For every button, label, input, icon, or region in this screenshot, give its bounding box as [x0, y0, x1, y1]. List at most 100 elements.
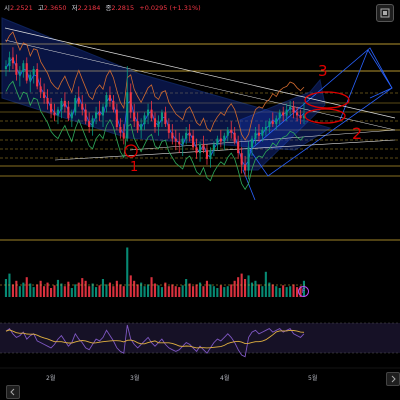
volume-bar: [160, 287, 163, 297]
x-tick-label: 3월: [130, 375, 140, 382]
volume-bar: [140, 282, 143, 297]
open-key: 시: [4, 4, 10, 12]
candle-body: [119, 127, 122, 133]
candle-body: [205, 150, 208, 159]
candle-body: [105, 95, 108, 107]
candle-body: [126, 92, 129, 139]
band-upper-line: [5, 31, 305, 141]
volume-bar: [84, 280, 87, 297]
volume-bar: [91, 283, 94, 297]
candle-body: [46, 98, 49, 104]
volume-bar: [46, 282, 49, 297]
volume-bar: [157, 285, 160, 297]
volume-bar: [143, 286, 146, 297]
candle-body: [282, 112, 285, 116]
volume-bar: [11, 284, 14, 297]
scroll-right-button[interactable]: [386, 372, 400, 386]
volume-bar: [275, 286, 278, 297]
candle-body: [95, 112, 98, 119]
candle-body: [50, 103, 53, 113]
volume-bar: [247, 275, 250, 297]
candle-body: [257, 132, 260, 136]
candle-body: [289, 106, 292, 110]
volume-bar: [88, 286, 91, 297]
candle-body: [43, 92, 46, 98]
candle-body: [112, 100, 115, 110]
volume-bar: [174, 286, 177, 297]
volume-bar: [296, 287, 299, 297]
volume-bar: [254, 280, 257, 297]
volume-bar: [292, 284, 295, 297]
volume-bar: [181, 285, 184, 297]
volume-bar: [264, 271, 267, 297]
band-lower-line: [5, 80, 305, 191]
volume-bar: [261, 286, 264, 297]
chevron-right-icon: [391, 375, 396, 383]
candle-body: [167, 124, 170, 133]
chevron-left-icon: [10, 388, 15, 396]
rsi-band: [0, 323, 400, 353]
candle-body: [56, 109, 59, 116]
candle-body: [60, 100, 63, 110]
annotation-circle-2: [304, 108, 346, 124]
candle-body: [15, 63, 18, 75]
volume-bar: [60, 283, 63, 297]
candle-body: [230, 129, 233, 133]
candle-body: [164, 112, 167, 125]
close-value: 2.2815: [111, 4, 135, 12]
volume-flag-marker[interactable]: F: [298, 286, 309, 297]
volume-bar: [153, 283, 156, 297]
volume-bar: [257, 284, 260, 297]
volume-bar: [240, 273, 243, 297]
candle-body: [202, 144, 205, 151]
candle-body: [18, 71, 21, 75]
candle-body: [240, 153, 243, 165]
volume-bar: [39, 280, 42, 297]
candle-body: [171, 132, 174, 139]
volume-bar: [112, 286, 115, 297]
candle-body: [299, 115, 302, 119]
candle-body: [226, 129, 229, 136]
open-value: 2.2521: [9, 4, 33, 12]
candle-body: [36, 69, 39, 87]
candle-body: [98, 112, 101, 116]
high-key: 고: [37, 4, 44, 12]
candle-body: [77, 98, 80, 104]
volume-bar: [268, 282, 271, 297]
candle-body: [22, 63, 25, 72]
volume-bar: [205, 280, 208, 297]
candle-body: [70, 112, 73, 119]
volume-bar: [105, 284, 108, 297]
candle-body: [67, 106, 70, 119]
volume-bar: [136, 284, 139, 297]
volume-bar: [22, 282, 25, 297]
candle-body: [150, 109, 153, 119]
volume-bar: [233, 280, 236, 297]
candle-body: [39, 86, 42, 93]
high-value: 2.3650: [43, 4, 67, 12]
change-value: +0.0295 (+1.31%): [139, 4, 201, 12]
volume-bar: [32, 287, 35, 297]
candle-body: [153, 118, 156, 127]
candle-body: [296, 112, 299, 116]
volume-bar: [101, 279, 104, 297]
rsi-ma-line: [5, 329, 305, 349]
fullscreen-button[interactable]: [376, 4, 394, 22]
projected-wave-path: [339, 49, 393, 121]
fullscreen-icon: [380, 8, 390, 18]
candle-body: [188, 132, 191, 136]
annotation-circle-3: [304, 91, 350, 109]
candle-body: [122, 132, 125, 139]
volume-bar: [202, 286, 205, 297]
scroll-left-button[interactable]: [6, 385, 20, 399]
volume-bar: [289, 286, 292, 297]
volume-bar: [4, 279, 7, 297]
candle-body: [237, 141, 240, 154]
candle-body: [101, 106, 104, 116]
volume-bar: [199, 282, 202, 297]
volume-bar: [282, 285, 285, 297]
volume-bar: [178, 287, 181, 297]
descending-channel: [1, 17, 332, 151]
